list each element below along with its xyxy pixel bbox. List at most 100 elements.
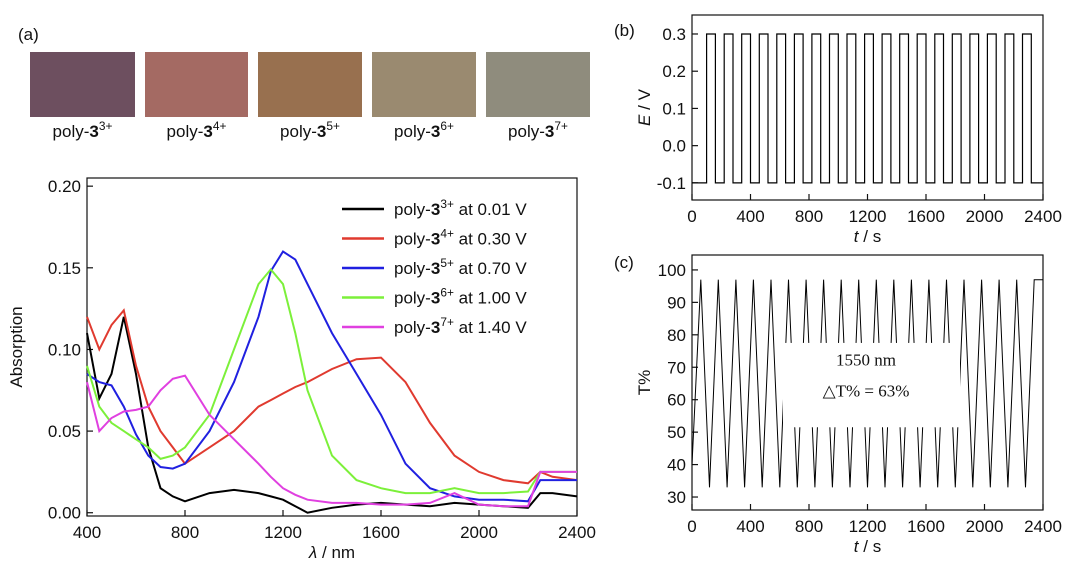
label-part: at 0.01 V	[454, 200, 527, 219]
label-part: 7+	[440, 315, 454, 329]
x-tick-label: 0	[687, 517, 696, 536]
y-tick-label: 0.10	[48, 340, 81, 359]
y-tick-label: 70	[667, 358, 686, 377]
color-swatch	[30, 52, 135, 117]
label-part: 5+	[326, 119, 340, 133]
x-tick-label: 1600	[907, 517, 945, 536]
spectrum-line	[86, 374, 577, 508]
color-swatch	[145, 52, 248, 117]
x-tick-label: 2400	[1024, 207, 1062, 226]
label-part: t	[854, 537, 860, 556]
label-part: 3	[89, 122, 98, 141]
legend-label: poly-35+ at 0.70 V	[394, 256, 527, 278]
label-part: 6+	[440, 286, 454, 300]
label-part: poly-	[394, 318, 431, 337]
label-part: / V	[635, 88, 654, 114]
spectrum-line	[86, 250, 577, 503]
panel-label: (c)	[614, 253, 634, 272]
x-tick-label: 0	[687, 207, 696, 226]
x-tick-label: 2000	[966, 517, 1004, 536]
label-part: / s	[859, 537, 882, 556]
legend-label: poly-36+ at 1.00 V	[394, 286, 527, 308]
y-axis-label: Absorption	[7, 306, 26, 387]
label-part: 4+	[440, 227, 454, 241]
x-tick-label: 2000	[966, 207, 1004, 226]
color-swatch	[258, 52, 362, 117]
y-axis-label: E / V	[635, 88, 654, 126]
swatch-label: poly-33+	[53, 119, 113, 141]
label-part: poly-	[394, 289, 431, 308]
x-tick-label: 800	[795, 207, 823, 226]
label-part: poly-	[280, 122, 317, 141]
x-tick-label: 1600	[362, 523, 400, 542]
y-tick-label: 80	[667, 326, 686, 345]
y-tick-label: 100	[658, 261, 686, 280]
spectrum-line	[86, 308, 578, 485]
label-part: poly-	[394, 230, 431, 249]
label-part: / s	[859, 227, 882, 246]
color-swatch	[486, 52, 590, 117]
swatch-label: poly-37+	[508, 119, 568, 141]
y-tick-label: 0.3	[662, 25, 686, 44]
x-axis-label: t / s	[854, 227, 881, 246]
x-tick-label: 1200	[849, 517, 887, 536]
x-tick-label: 800	[795, 517, 823, 536]
label-part: λ	[308, 543, 317, 562]
label-part: poly-	[394, 200, 431, 219]
y-tick-label: -0.1	[657, 174, 686, 193]
spectrum-line	[86, 267, 577, 495]
label-part: at 1.40 V	[454, 318, 527, 337]
label-part: 3	[431, 289, 440, 308]
label-part: 6+	[440, 119, 454, 133]
x-tick-label: 400	[736, 517, 764, 536]
y-tick-label: 40	[667, 456, 686, 475]
swatch-label: poly-36+	[394, 119, 454, 141]
x-tick-label: 2400	[558, 523, 596, 542]
annotation: △T% = 63%	[823, 382, 910, 401]
y-tick-label: 50	[667, 423, 686, 442]
label-part: 3	[431, 318, 440, 337]
panel-label: (b)	[614, 21, 635, 40]
label-part: 3+	[440, 197, 454, 211]
y-axis-label: T%	[635, 370, 654, 396]
legend-label: poly-33+ at 0.01 V	[394, 197, 527, 219]
label-part: 5+	[440, 256, 454, 270]
transmittance-line	[691, 279, 1043, 488]
y-tick-label: 30	[667, 488, 686, 507]
legend-label: poly-34+ at 0.30 V	[394, 227, 527, 249]
y-tick-label: 0.2	[662, 62, 686, 81]
label-part: E	[635, 114, 654, 126]
spectrum-line	[86, 316, 578, 514]
x-tick-label: 400	[73, 523, 101, 542]
x-tick-label: 2000	[460, 523, 498, 542]
label-part: 3	[203, 122, 212, 141]
swatch-label: poly-34+	[167, 119, 227, 141]
y-tick-label: 0.05	[48, 422, 81, 441]
x-tick-label: 800	[171, 523, 199, 542]
label-part: 3	[545, 122, 554, 141]
plot-frame	[86, 177, 578, 517]
label-part: 3	[431, 259, 440, 278]
label-part: poly-	[167, 122, 204, 141]
label-part: poly-	[508, 122, 545, 141]
label-part: 4+	[213, 119, 227, 133]
label-part: 3	[317, 122, 326, 141]
y-tick-label: 60	[667, 391, 686, 410]
x-tick-label: 1200	[264, 523, 302, 542]
legend-label: poly-37+ at 1.40 V	[394, 315, 527, 337]
x-tick-label: 1600	[907, 207, 945, 226]
label-part: 3	[431, 200, 440, 219]
x-tick-label: 400	[736, 207, 764, 226]
y-tick-label: 90	[667, 293, 686, 312]
label-part: t	[854, 227, 860, 246]
color-swatch	[372, 52, 476, 117]
annotation: 1550 nm	[836, 351, 896, 370]
annotation-box	[783, 342, 960, 428]
y-tick-label: 0.15	[48, 259, 81, 278]
label-part: at 0.70 V	[454, 259, 527, 278]
label-part: at 0.30 V	[454, 230, 527, 249]
y-tick-label: 0.0	[662, 137, 686, 156]
potential-step	[692, 33, 1043, 184]
